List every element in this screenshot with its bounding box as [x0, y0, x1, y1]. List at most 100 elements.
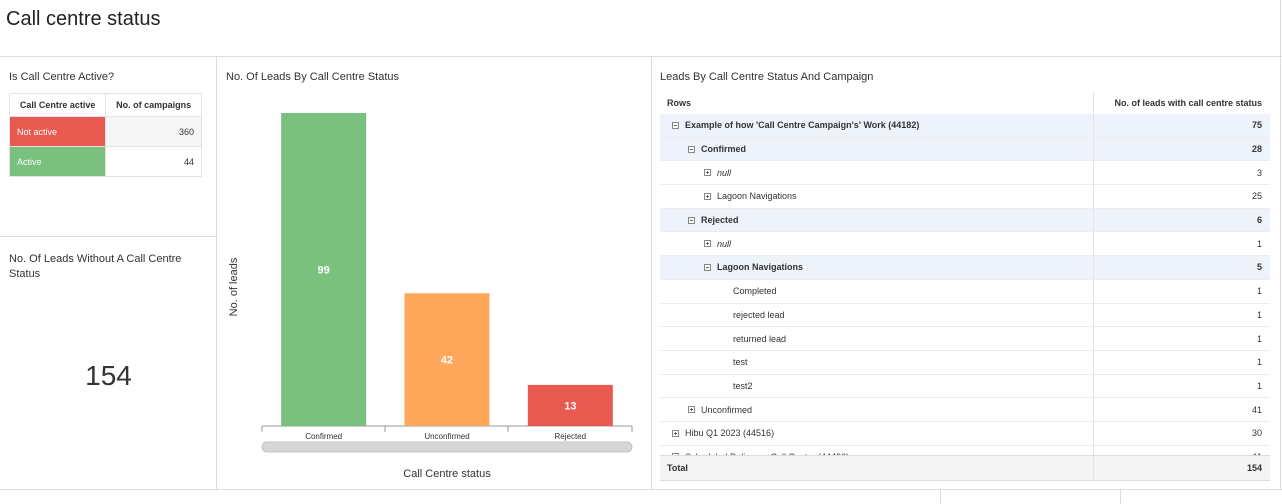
panel-divider	[651, 56, 652, 490]
pivot-row[interactable]: Scheduled Delivery - Call Center (44496)…	[660, 445, 1270, 455]
column-separator	[1093, 421, 1094, 445]
bar-unconfirmed[interactable]	[404, 293, 490, 426]
pivot-row-value: 75	[1251, 120, 1262, 131]
pivot-row-value: 28	[1251, 144, 1262, 155]
pivot-row[interactable]: Confirmed 28	[660, 137, 1270, 162]
pivot-row[interactable]: null 1	[660, 232, 1270, 257]
pivot-row[interactable]: Unconfirmed 41	[660, 398, 1270, 422]
pivot-row-label-wrap: Confirmed	[688, 138, 746, 161]
panel-divider	[940, 490, 941, 504]
column-separator	[1093, 303, 1094, 327]
pivot-panel-title: Leads By Call Centre Status And Campaign	[660, 71, 874, 83]
pivot-row-label-wrap: Lagoon Navigations	[704, 256, 803, 279]
pivot-row-value: 3	[1256, 167, 1262, 178]
pivot-row[interactable]: Lagoon Navigations 5	[660, 256, 1270, 280]
pivot-row-label: Completed	[733, 286, 777, 297]
active-table: Call Centre active No. of campaigns Not …	[8, 93, 202, 177]
expand-icon[interactable]	[672, 453, 679, 455]
pivot-row[interactable]: Completed 1	[660, 279, 1270, 304]
bar-data-label: 13	[564, 400, 576, 412]
expand-icon[interactable]	[672, 429, 679, 437]
pivot-row[interactable]: Hibu Q1 2023 (44516) 30	[660, 421, 1270, 446]
column-separator	[1093, 114, 1094, 137]
panel-divider	[216, 56, 217, 490]
pivot-row-value: 5	[1256, 262, 1262, 273]
pivot-row-label: null	[717, 238, 732, 249]
collapse-icon[interactable]	[672, 121, 679, 129]
pivot-row[interactable]: null 3	[660, 161, 1270, 186]
expand-icon[interactable]	[704, 169, 711, 177]
column-separator	[1093, 350, 1094, 374]
pivot-body[interactable]: Example of how 'Call Centre Campaign's' …	[660, 114, 1270, 455]
value-column-header[interactable]: No. of leads with call centre status	[1114, 98, 1262, 108]
pivot-row-label: Lagoon Navigations	[717, 191, 797, 202]
pivot-row-value: 1	[1256, 238, 1262, 249]
rows-column-header[interactable]: Rows	[667, 98, 692, 108]
panel-divider	[0, 489, 1282, 490]
pivot-row-label: Example of how 'Call Centre Campaign's' …	[685, 120, 920, 131]
campaigns-column-header[interactable]: No. of campaigns	[105, 93, 202, 117]
y-axis-title: No. of leads	[228, 257, 240, 316]
collapse-icon[interactable]	[688, 145, 695, 153]
column-separator	[1093, 232, 1094, 256]
pivot-row-label-wrap: Lagoon Navigations	[704, 185, 797, 208]
pivot-row[interactable]: returned lead 1	[660, 327, 1270, 351]
bar-rejected[interactable]	[527, 384, 613, 426]
active-column-header[interactable]: Call Centre active	[8, 93, 107, 117]
pivot-row-value: 1	[1256, 380, 1262, 391]
column-separator	[1093, 185, 1094, 208]
count-cell: 44	[105, 146, 202, 177]
status-cell: Not active	[8, 116, 107, 147]
panel-divider	[0, 236, 216, 237]
pivot-row-label-wrap: null	[704, 161, 731, 184]
column-separator	[1093, 92, 1094, 114]
pivot-row-label-wrap: Hibu Q1 2023 (44516)	[672, 422, 774, 445]
panel-divider	[1120, 490, 1121, 504]
pivot-row-label: null	[717, 167, 732, 178]
x-tick-label: Rejected	[555, 432, 587, 441]
pivot-row-value: 1	[1256, 333, 1262, 344]
x-tick-label: Confirmed	[305, 432, 342, 441]
bar-confirmed[interactable]	[281, 113, 367, 426]
bar-data-label: 99	[318, 265, 330, 277]
table-row: Active 44	[8, 146, 202, 177]
pivot-header: Rows No. of leads with call centre statu…	[660, 92, 1270, 115]
bar-chart: 99 Confirmed 42 Unconfirmed 13 Rejected Call …	[228, 113, 633, 480]
expand-icon[interactable]	[704, 240, 711, 248]
pivot-row-label-wrap: returned lead	[733, 327, 786, 350]
column-separator	[1093, 374, 1094, 398]
collapse-icon[interactable]	[704, 263, 711, 271]
pivot-row[interactable]: Rejected 6	[660, 208, 1270, 233]
expand-icon[interactable]	[688, 406, 695, 414]
pivot-row[interactable]: test2 1	[660, 374, 1270, 399]
column-separator	[1093, 398, 1094, 421]
pivot-row[interactable]: Example of how 'Call Centre Campaign's' …	[660, 114, 1270, 138]
pivot-row-value: 1	[1256, 286, 1262, 297]
panel-divider	[1280, 0, 1281, 490]
pivot-row-label-wrap: Scheduled Delivery - Call Center (44496)	[672, 446, 849, 455]
pivot-row-value: 6	[1256, 215, 1262, 226]
chart-scrollbar[interactable]	[261, 441, 633, 453]
table-row: Not active 360	[8, 116, 202, 147]
pivot-row[interactable]: Lagoon Navigations 25	[660, 185, 1270, 209]
column-separator	[1093, 208, 1094, 232]
without-panel-title: No. Of Leads Without A Call Centre Statu…	[9, 253, 182, 280]
pivot-row-label-wrap: null	[704, 232, 731, 255]
pivot-row-value: 41	[1251, 404, 1262, 415]
pivot-row-label-wrap: test2	[733, 375, 753, 398]
total-value: 154	[1246, 463, 1262, 473]
collapse-icon[interactable]	[688, 216, 695, 224]
pivot-row[interactable]: rejected lead 1	[660, 303, 1270, 328]
pivot-table: Rows No. of leads with call centre statu…	[660, 92, 1270, 481]
pivot-row-label-wrap: test	[733, 351, 748, 374]
pivot-row-label-wrap: Completed	[733, 280, 777, 303]
column-separator	[1093, 445, 1094, 455]
pivot-row-label: rejected lead	[733, 309, 785, 320]
status-cell: Active	[8, 146, 107, 177]
pivot-row-value: 11	[1253, 446, 1262, 455]
column-separator	[1093, 327, 1094, 350]
chart-panel-title: No. Of Leads By Call Centre Status	[226, 71, 400, 83]
pivot-row[interactable]: test 1	[660, 350, 1270, 375]
expand-icon[interactable]	[704, 192, 711, 200]
pivot-row-label: Rejected	[701, 215, 739, 226]
